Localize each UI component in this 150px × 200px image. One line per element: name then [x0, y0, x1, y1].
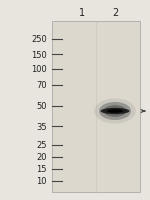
Ellipse shape: [104, 106, 126, 117]
Text: 250: 250: [31, 35, 47, 44]
Text: 10: 10: [36, 177, 47, 186]
Text: 35: 35: [36, 122, 47, 131]
Text: 150: 150: [31, 50, 47, 59]
Text: 50: 50: [36, 102, 47, 111]
Text: 100: 100: [31, 65, 47, 74]
Text: 25: 25: [36, 141, 47, 150]
Bar: [52, 22, 140, 192]
Ellipse shape: [99, 102, 131, 120]
Text: 1: 1: [79, 8, 85, 18]
Text: 15: 15: [36, 165, 47, 174]
Text: 70: 70: [36, 81, 47, 90]
Ellipse shape: [107, 110, 123, 113]
Text: 2: 2: [112, 8, 118, 18]
Text: 20: 20: [36, 153, 47, 162]
Ellipse shape: [94, 99, 136, 124]
Ellipse shape: [101, 108, 129, 115]
